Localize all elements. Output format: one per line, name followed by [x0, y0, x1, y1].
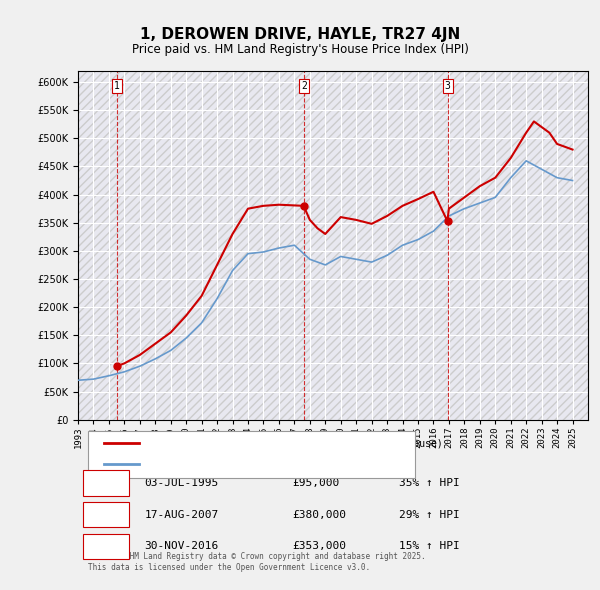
Text: 1, DEROWEN DRIVE, HAYLE, TR27 4JN: 1, DEROWEN DRIVE, HAYLE, TR27 4JN [140, 27, 460, 41]
FancyBboxPatch shape [88, 431, 415, 478]
Text: 1: 1 [114, 81, 119, 91]
FancyBboxPatch shape [83, 470, 129, 496]
FancyBboxPatch shape [83, 502, 129, 527]
Text: 17-AUG-2007: 17-AUG-2007 [145, 510, 218, 520]
Text: 1, DEROWEN DRIVE, HAYLE, TR27 4JN (detached house): 1, DEROWEN DRIVE, HAYLE, TR27 4JN (detac… [149, 438, 443, 448]
Text: 3: 3 [103, 542, 109, 552]
Text: £380,000: £380,000 [292, 510, 346, 520]
Text: 35% ↑ HPI: 35% ↑ HPI [400, 478, 460, 488]
Text: Contains HM Land Registry data © Crown copyright and database right 2025.
This d: Contains HM Land Registry data © Crown c… [88, 552, 426, 572]
Text: HPI: Average price, detached house, Cornwall: HPI: Average price, detached house, Corn… [149, 459, 408, 469]
Text: £95,000: £95,000 [292, 478, 340, 488]
Text: £353,000: £353,000 [292, 542, 346, 552]
Text: 29% ↑ HPI: 29% ↑ HPI [400, 510, 460, 520]
Text: 03-JUL-1995: 03-JUL-1995 [145, 478, 218, 488]
Text: 1: 1 [103, 478, 109, 488]
Text: 2: 2 [103, 510, 109, 520]
FancyBboxPatch shape [83, 534, 129, 559]
Text: 2: 2 [301, 81, 307, 91]
Text: 15% ↑ HPI: 15% ↑ HPI [400, 542, 460, 552]
Text: Price paid vs. HM Land Registry's House Price Index (HPI): Price paid vs. HM Land Registry's House … [131, 43, 469, 56]
Text: 3: 3 [445, 81, 451, 91]
Text: 30-NOV-2016: 30-NOV-2016 [145, 542, 218, 552]
